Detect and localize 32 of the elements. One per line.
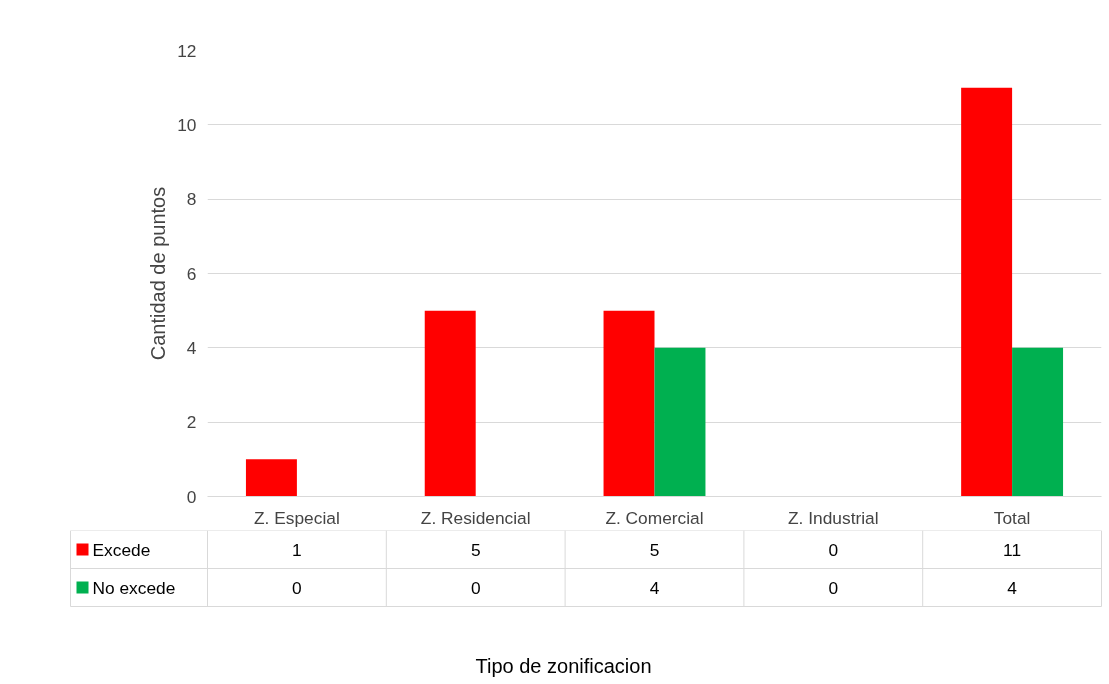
x-tick-label: Z. Comercial bbox=[605, 507, 704, 528]
data-label: 4 bbox=[649, 577, 660, 598]
x-tick-label: Z. Especial bbox=[254, 507, 340, 528]
data-label: 1 bbox=[292, 539, 302, 560]
data-label: 11 bbox=[1003, 539, 1022, 560]
bar bbox=[424, 310, 476, 497]
y-tick-label: 2 bbox=[186, 412, 197, 433]
bar bbox=[654, 347, 706, 497]
bar bbox=[961, 87, 1013, 497]
y-tick-label: 10 bbox=[177, 114, 197, 135]
y-tick-label: 8 bbox=[186, 189, 197, 210]
bar bbox=[603, 310, 655, 497]
data-label: 4 bbox=[1007, 577, 1018, 598]
data-label: 0 bbox=[828, 577, 839, 598]
bar bbox=[1012, 347, 1064, 497]
y-axis-title: Cantidad de puntos bbox=[147, 186, 170, 361]
legend-label: No excede bbox=[92, 577, 176, 598]
y-tick-label: 12 bbox=[177, 40, 197, 61]
text: Tipo de zonificacion bbox=[475, 654, 652, 677]
x-tick-label: Total bbox=[993, 507, 1031, 528]
x-tick-label: Z. Industrial bbox=[788, 507, 879, 528]
y-tick-label: 4 bbox=[186, 337, 197, 358]
data-label: 5 bbox=[649, 539, 660, 560]
bar bbox=[245, 459, 297, 497]
y-tick-label: 6 bbox=[186, 263, 197, 284]
data-label: 0 bbox=[828, 539, 839, 560]
data-label: 0 bbox=[292, 577, 302, 598]
x-tick-label: Z. Residencial bbox=[420, 507, 531, 528]
data-label: 0 bbox=[470, 577, 481, 598]
y-tick-label: 0 bbox=[186, 486, 197, 507]
data-label: 5 bbox=[470, 539, 481, 560]
legend-label: Excede bbox=[92, 539, 151, 560]
